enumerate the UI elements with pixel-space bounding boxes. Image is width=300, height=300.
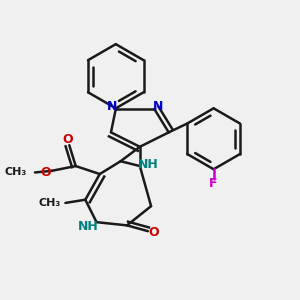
- Text: O: O: [62, 133, 73, 146]
- Text: F: F: [209, 177, 218, 190]
- Text: O: O: [40, 166, 51, 179]
- Text: CH₃: CH₃: [5, 167, 27, 178]
- Text: N: N: [107, 100, 117, 113]
- Text: O: O: [148, 226, 159, 239]
- Text: CH₃: CH₃: [38, 198, 61, 208]
- Text: N: N: [153, 100, 163, 113]
- Text: NH: NH: [137, 158, 158, 171]
- Text: NH: NH: [78, 220, 99, 233]
